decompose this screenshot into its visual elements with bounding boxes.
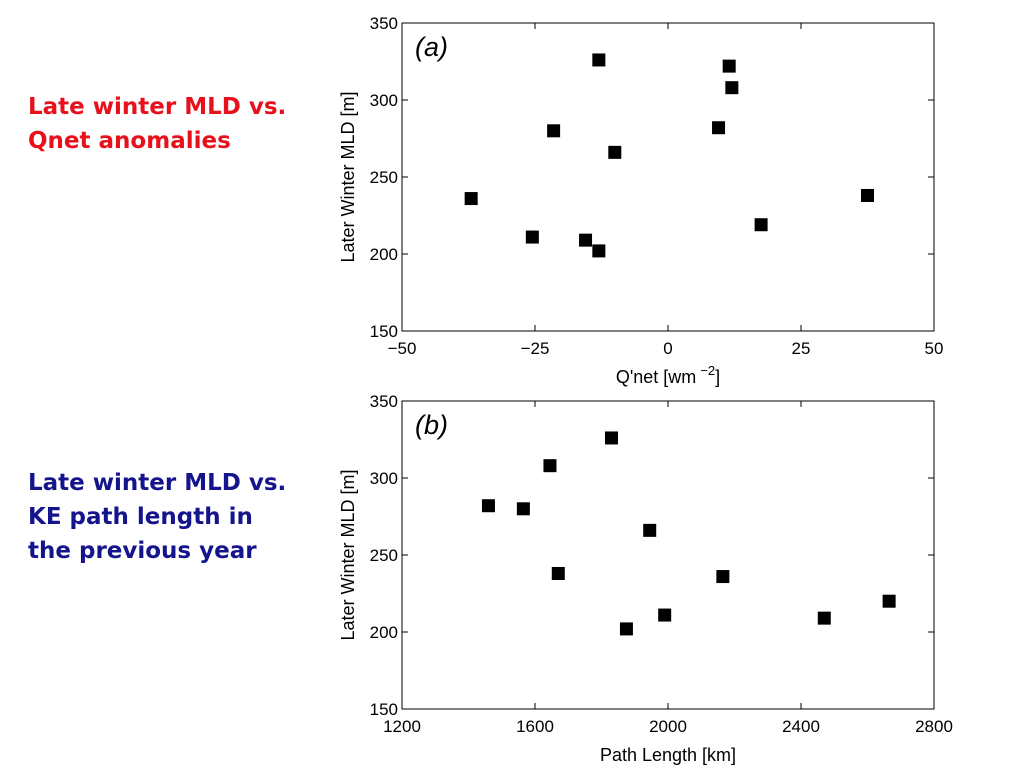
data-point [608, 145, 622, 159]
x-tick-label: 1200 [383, 717, 421, 736]
data-point [882, 594, 896, 608]
plot-frame [401, 22, 935, 332]
data-point [725, 81, 739, 95]
x-axis-label: Path Length [km] [600, 745, 736, 765]
data-point [592, 53, 606, 67]
y-tick-label: 250 [370, 168, 398, 187]
data-point [643, 523, 657, 537]
caption-line: Late winter MLD vs. [28, 470, 287, 496]
x-axis-label-text: Path Length [km] [600, 745, 736, 765]
y-tick-label: 200 [370, 245, 398, 264]
y-tick-label: 300 [370, 91, 398, 110]
plot-frame [401, 400, 935, 710]
data-point [722, 59, 736, 73]
x-tick-label: 25 [792, 339, 811, 358]
x-axis-label: Q'net [wm −2] [616, 363, 720, 387]
caption-line: KE path length in [28, 504, 253, 530]
x-tick-label: −50 [388, 339, 417, 358]
data-point [592, 244, 606, 258]
x-tick-label: 2400 [782, 717, 820, 736]
scatter-panel-b: 1200 1600 2000 2400 2800 150 200 250 300 350 Path … [338, 392, 953, 765]
y-tick-label: 150 [370, 700, 398, 719]
x-axis-label-text: Q'net [wm [616, 367, 696, 387]
caption-qnet: Late winter MLD vs. Qnet anomalies [28, 90, 286, 158]
y-tick-label: 350 [370, 14, 398, 33]
y-axis-label: Later Winter MLD [m] [338, 91, 358, 262]
data-point [464, 192, 478, 206]
caption-line: Qnet anomalies [28, 128, 231, 154]
data-point [861, 188, 874, 202]
x-axis-label-close: ] [715, 367, 720, 387]
y-tick-label: 150 [370, 322, 398, 341]
data-point [817, 611, 831, 625]
data-point [547, 124, 561, 138]
data-point [516, 502, 530, 516]
data-point [658, 608, 672, 622]
y-tick-label: 250 [370, 546, 398, 565]
data-point [712, 121, 726, 135]
panel-label: (b) [415, 410, 448, 440]
caption-path-length: Late winter MLD vs. KE path length in th… [28, 466, 286, 568]
y-axis-label: Later Winter MLD [m] [338, 469, 358, 640]
data-point [619, 622, 633, 636]
x-tick-label: 50 [925, 339, 944, 358]
x-tick-label: 0 [663, 339, 672, 358]
data-point [604, 431, 618, 445]
data-point [551, 566, 565, 580]
caption-line: the previous year [28, 538, 257, 564]
data-point [716, 570, 730, 584]
panel-label: (a) [415, 32, 448, 62]
x-axis-label-exponent: −2 [700, 363, 715, 378]
y-tick-label: 200 [370, 623, 398, 642]
x-tick-label: −25 [521, 339, 550, 358]
data-point [525, 230, 539, 244]
data-point [579, 233, 593, 247]
scatter-panel-a: −50 −25 0 25 50 150 200 250 300 350 Q'net [wm −2] La… [338, 14, 943, 387]
data-point [754, 218, 768, 232]
data-point [543, 459, 557, 473]
x-tick-label: 2000 [649, 717, 687, 736]
x-tick-label: 1600 [516, 717, 554, 736]
data-point [481, 499, 495, 513]
caption-line: Late winter MLD vs. [28, 94, 287, 120]
x-tick-label: 2800 [915, 717, 953, 736]
y-tick-label: 350 [370, 392, 398, 411]
y-tick-label: 300 [370, 469, 398, 488]
